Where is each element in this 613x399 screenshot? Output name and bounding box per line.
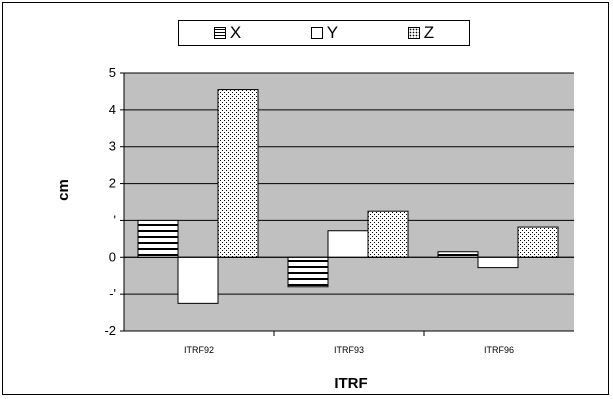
- legend-swatch-z: [407, 27, 420, 39]
- x-axis-title: ITRF: [334, 375, 367, 392]
- y-axis-title: cm: [55, 179, 72, 201]
- y-tick-labels: -2 -' 0 ' 2 3 4 5: [104, 65, 116, 338]
- bar-x-itrf92: [137, 219, 179, 258]
- axes: [120, 72, 574, 336]
- legend-item-x: X: [213, 23, 242, 43]
- x-tick-label: ITRF96: [484, 345, 514, 355]
- bar-z-itrf93: [367, 210, 409, 258]
- y-tick-label: -2: [104, 323, 116, 338]
- y-tick-label: -': [109, 286, 116, 301]
- y-tick-label: 0: [109, 249, 116, 264]
- legend-swatch-x: [213, 27, 226, 39]
- bar-z-itrf92: [217, 89, 259, 258]
- legend-item-y: Y: [310, 23, 339, 43]
- y-tick-label: 3: [109, 139, 116, 154]
- legend-label-y: Y: [326, 23, 339, 42]
- bar-x-itrf96: [437, 251, 479, 258]
- legend: X Y Z: [178, 20, 470, 46]
- y-tick-label: 4: [109, 102, 116, 117]
- bar-x-itrf93: [287, 256, 329, 288]
- legend-label-x: X: [229, 23, 242, 42]
- x-tick-label: ITRF92: [184, 345, 214, 355]
- x-tick-labels: ITRF92 ITRF93 ITRF96: [184, 345, 514, 355]
- x-tick-label: ITRF93: [334, 345, 364, 355]
- legend-swatch-y: [310, 27, 323, 39]
- y-tick-label: 2: [109, 176, 116, 191]
- legend-label-z: Z: [423, 23, 435, 42]
- legend-item-z: Z: [407, 23, 435, 43]
- y-tick-label: ': [114, 212, 116, 227]
- bar-y-itrf96: [477, 256, 519, 269]
- bar-y-itrf93: [327, 230, 369, 258]
- y-tick-label: 5: [109, 65, 116, 80]
- bar-y-itrf92: [177, 256, 219, 304]
- bar-z-itrf96: [517, 226, 559, 258]
- bars: [137, 89, 559, 304]
